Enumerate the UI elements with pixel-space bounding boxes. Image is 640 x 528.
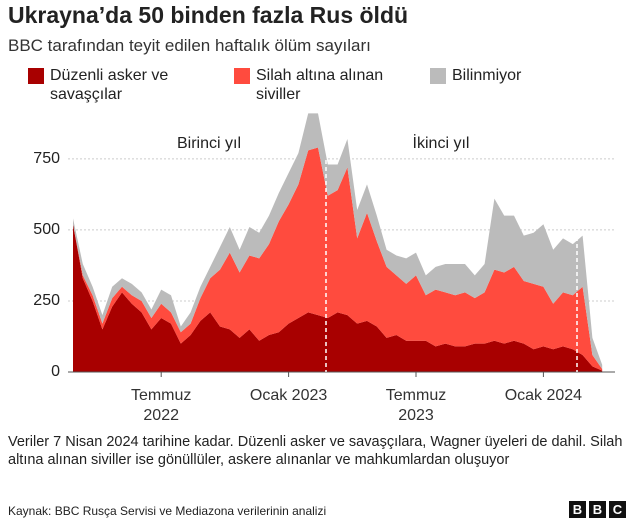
legend-swatch — [234, 68, 250, 84]
y-tick-label: 750 — [33, 150, 60, 167]
x-tick-label: Temmuz 2023 — [385, 387, 447, 424]
legend-item: Bilinmiyor — [430, 66, 590, 85]
logo-letter: B — [569, 501, 586, 518]
source: Kaynak: BBC Rusça Servisi ve Mediazona v… — [8, 504, 327, 518]
annotation: İkinci yıl — [413, 133, 470, 152]
subtitle: BBC tarafından teyit edilen haftalık ölü… — [8, 36, 371, 55]
area — [73, 113, 603, 370]
legend-label: Düzenli asker ve savaşçılar — [50, 67, 169, 103]
legend-item: Düzenli asker ve savaşçılar — [28, 66, 218, 104]
note: Veriler 7 Nisan 2024 tarihine kadar. Düz… — [8, 434, 623, 468]
legend-label: Bilinmiyor — [452, 67, 522, 84]
x-tick-label: Ocak 2023 — [249, 387, 328, 404]
x-tick-label: Ocak 2024 — [504, 387, 583, 404]
title: Ukrayna’da 50 binden fazla Rus öldü — [8, 2, 409, 28]
annotation: Birinci yıl — [177, 135, 241, 152]
legend-item: Silah altına alınan siviller — [234, 66, 414, 104]
y-tick-label: 500 — [33, 221, 60, 238]
logo-letter: C — [609, 501, 626, 518]
legend-swatch — [430, 68, 446, 84]
x-tick-label: Temmuz 2022 — [130, 387, 192, 424]
y-tick-label: 250 — [33, 292, 60, 309]
legend-swatch — [28, 68, 44, 84]
area — [73, 224, 603, 372]
y-tick-label: 0 — [51, 363, 60, 380]
area — [73, 147, 603, 371]
logo-letter: B — [589, 501, 606, 518]
logo: B B C — [569, 501, 626, 518]
legend-label: Silah altına alınan siviller — [256, 67, 384, 103]
